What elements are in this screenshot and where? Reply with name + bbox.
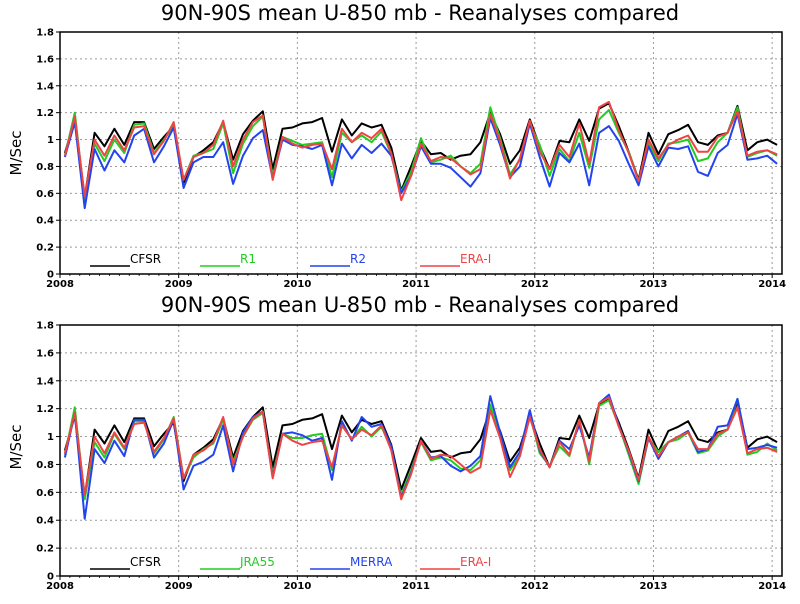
y-tick-label: 1.6 xyxy=(36,54,54,65)
series-line-merra xyxy=(63,393,778,520)
y-tick-label: 0.6 xyxy=(36,488,54,499)
grid xyxy=(60,32,782,274)
legend-label: CFSR xyxy=(130,252,161,266)
legend-label: CFSR xyxy=(130,555,161,569)
y-tick-label: 1.8 xyxy=(36,28,54,39)
x-tick-label: 2009 xyxy=(165,279,193,290)
legend: CFSR JRA55 MERRA ERA-I xyxy=(90,555,491,570)
chart-title: 90N-90S mean U-850 mb - Reanalyses compa… xyxy=(161,1,679,25)
y-tick-label: 0.6 xyxy=(36,189,54,200)
y-tick-label: 1.4 xyxy=(36,376,54,387)
x-tick-label: 2012 xyxy=(521,279,549,290)
series-line-era-i xyxy=(63,396,778,501)
y-tick-label: 0 xyxy=(47,270,54,281)
x-tick-label: 2011 xyxy=(402,581,430,592)
x-tick-label: 2014 xyxy=(758,279,786,290)
legend-label: ERA-I xyxy=(460,555,491,569)
plot-frame xyxy=(59,324,783,577)
y-axis-label: M/Sec xyxy=(7,425,25,470)
y-tick-label: 0.2 xyxy=(36,243,54,254)
series-line-jra55 xyxy=(63,397,778,501)
y-tick-label: 0.4 xyxy=(36,216,54,227)
y-axis-label: M/Sec xyxy=(7,131,25,176)
x-tick-label: 2014 xyxy=(758,581,786,592)
x-tick-label: 2010 xyxy=(283,581,311,592)
series-line-cfsr xyxy=(63,397,778,498)
y-tick-label: 0.4 xyxy=(36,516,54,527)
axis-ticks: 0 0.2 0.4 0.6 0.8 1 1.2 1.4 1.6 1.8 2008 2009 2010 20… xyxy=(36,28,786,291)
x-tick-label: 2013 xyxy=(640,279,668,290)
legend-label: R1 xyxy=(240,252,256,266)
series-lines xyxy=(63,100,778,210)
legend-label: R2 xyxy=(350,252,366,266)
legend-label: MERRA xyxy=(350,555,393,569)
chart-panel-bottom: 90N-90S mean U-850 mb - Reanalyses compa… xyxy=(7,293,786,592)
x-tick-label: 2012 xyxy=(521,581,549,592)
y-tick-label: 1.8 xyxy=(36,321,54,332)
x-tick-label: 2013 xyxy=(640,581,668,592)
x-tick-label: 2009 xyxy=(165,581,193,592)
y-tick-label: 1.2 xyxy=(36,404,54,415)
plot-frame xyxy=(59,31,783,275)
series-lines xyxy=(63,393,778,520)
legend-label: ERA-I xyxy=(460,252,491,266)
legend: CFSR R1 R2 ERA-I xyxy=(90,252,491,267)
y-tick-label: 1 xyxy=(47,432,54,443)
x-tick-label: 2010 xyxy=(283,279,311,290)
series-line-era-i xyxy=(63,100,778,202)
chart-title: 90N-90S mean U-850 mb - Reanalyses compa… xyxy=(161,293,679,317)
series-line-r1 xyxy=(63,106,778,202)
grid xyxy=(60,325,782,576)
axis-ticks: 0 0.2 0.4 0.6 0.8 1 1.2 1.4 1.6 1.8 2008 2009 2010 20… xyxy=(36,321,786,593)
x-tick-label: 2008 xyxy=(46,279,74,290)
y-tick-label: 0.2 xyxy=(36,544,54,555)
legend-label: JRA55 xyxy=(239,555,275,569)
x-tick-label: 2011 xyxy=(402,279,430,290)
y-tick-label: 0.8 xyxy=(36,460,54,471)
y-tick-label: 1.6 xyxy=(36,348,54,359)
series-line-cfsr xyxy=(63,102,778,199)
y-tick-label: 1 xyxy=(47,135,54,146)
y-tick-label: 0 xyxy=(47,572,54,583)
chart-panel-top: 90N-90S mean U-850 mb - Reanalyses compa… xyxy=(7,1,786,290)
x-tick-label: 2008 xyxy=(46,581,74,592)
y-tick-label: 1.4 xyxy=(36,81,54,92)
y-tick-label: 0.8 xyxy=(36,162,54,173)
y-tick-label: 1.2 xyxy=(36,108,54,119)
